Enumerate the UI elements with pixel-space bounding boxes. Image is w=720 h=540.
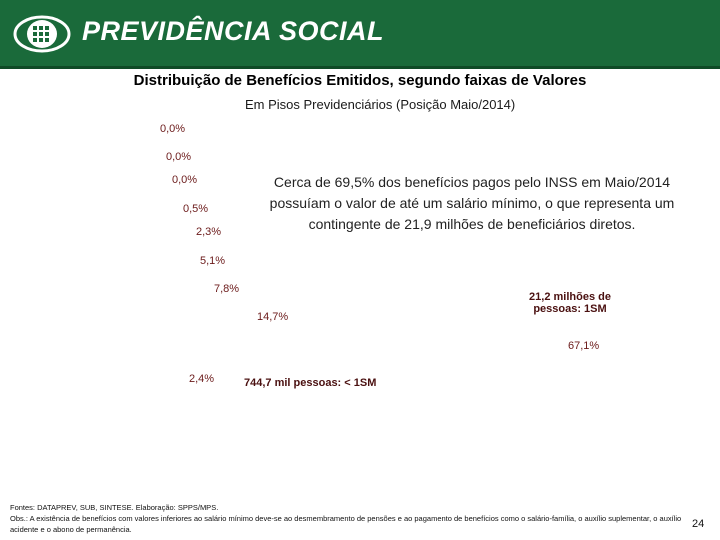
footer: Fontes: DATAPREV, SUB, SINTESE. Elaboraç… (10, 502, 700, 535)
slice-label: 7,8% (214, 283, 240, 295)
slice-label: 2,3% (196, 226, 222, 238)
annotation-below-1sm: 744,7 mil pessoas: < 1SM (244, 377, 377, 389)
previdencia-social-logo-icon (13, 15, 71, 53)
info-note: Cerca de 69,5% dos benefícios pagos pelo… (269, 174, 675, 232)
slice-label: 0,5% (183, 203, 209, 215)
footer-obs: Obs.: A existência de benefícios com val… (10, 514, 682, 534)
leader-line (184, 163, 214, 172)
leader-line (210, 370, 240, 385)
slice-label: 67,1% (568, 340, 600, 352)
footer-sources: Fontes: DATAPREV, SUB, SINTESE. Elaboraç… (10, 503, 219, 512)
brand-name: PREVIDÊNCIA SOCIAL (82, 16, 385, 46)
header-divider (0, 66, 720, 69)
slice-label: 2,4% (189, 373, 215, 385)
slice-label: 0,0% (160, 123, 186, 135)
slice-label: 0,0% (172, 174, 198, 186)
annotation-1sm: 21,2 milhões de pessoas: 1SM (529, 291, 611, 315)
slice-label: 14,7% (257, 311, 289, 323)
chart-subtitle: Em Pisos Previdenciários (Posição Maio/2… (245, 97, 516, 112)
slice-label: 0,0% (166, 151, 192, 163)
page-number: 24 (692, 518, 705, 530)
header-bar (0, 0, 720, 68)
chart-title: Distribuição de Benefícios Emitidos, seg… (133, 72, 587, 89)
slice-label: 5,1% (200, 255, 226, 267)
